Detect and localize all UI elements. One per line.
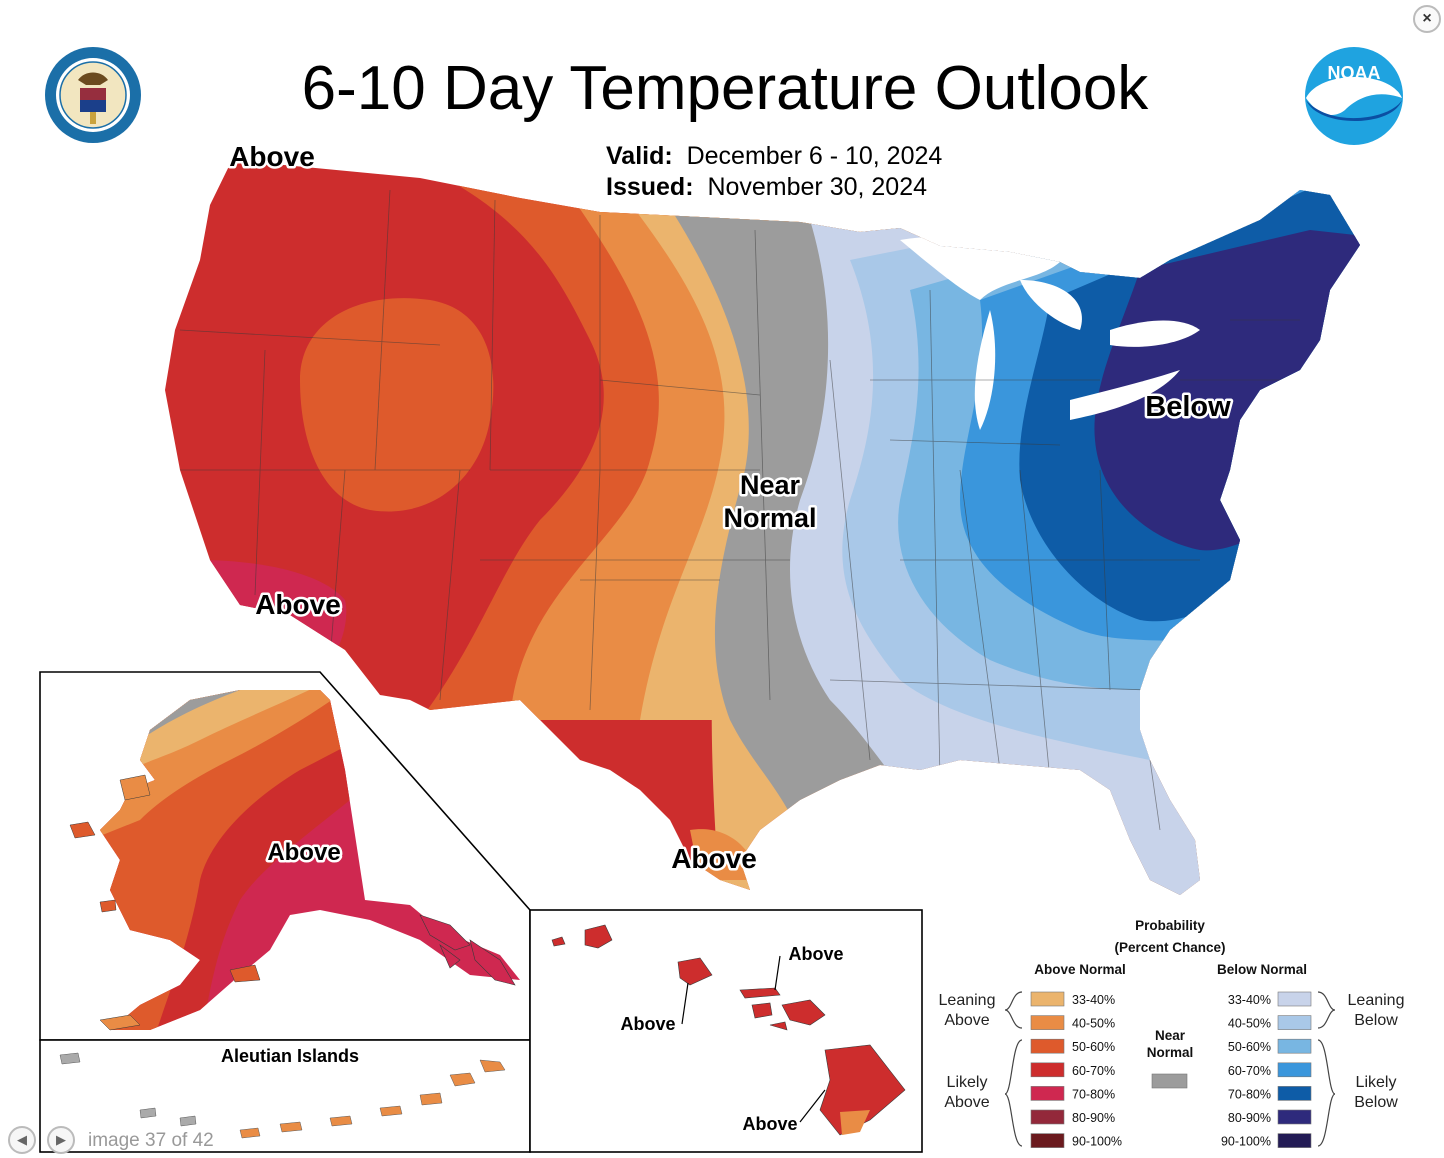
page-title: 6-10 Day Temperature Outlook — [301, 54, 1149, 123]
label-above-southwest: Above — [255, 589, 341, 620]
valid-row: Valid: December 6 - 10, 2024 — [606, 142, 942, 171]
legend-below-header: Below Normal — [1217, 962, 1307, 977]
label-above-hawaii-2: Above — [620, 1014, 675, 1034]
below-bin-label-1: 40-50% — [1228, 1017, 1271, 1031]
hawaii-inset — [529, 909, 923, 1153]
label-above-hawaii-1: Above — [788, 944, 843, 964]
below-swatch-5 — [1277, 1109, 1312, 1125]
next-image-button[interactable]: ▶ — [47, 1126, 75, 1154]
legend-near-normal-1: Near — [1155, 1028, 1186, 1043]
below-bin-label-6: 90-100% — [1221, 1135, 1271, 1149]
above-bin-label-3: 60-70% — [1072, 1064, 1115, 1078]
label-near-normal-line1: Near — [740, 470, 801, 500]
brace-leaning-below — [1317, 991, 1336, 1029]
above-bin-label-2: 50-60% — [1072, 1040, 1115, 1054]
below-bin-label-5: 80-90% — [1228, 1111, 1271, 1125]
below-swatch-2 — [1277, 1038, 1312, 1054]
legend-above-header: Above Normal — [1034, 962, 1126, 977]
brace-leaning-above — [1004, 991, 1023, 1029]
label-below-northeast: Below — [1145, 391, 1231, 423]
above-swatch-5 — [1030, 1109, 1065, 1125]
legend-likely-below-2: Below — [1354, 1094, 1398, 1111]
above-bin-label-6: 90-100% — [1072, 1135, 1122, 1149]
valid-label: Valid: — [606, 142, 673, 170]
label-above-alaska: Above — [267, 839, 340, 866]
above-swatches: 33-40% 40-50% 50-60% 60-70% 70-80% 80-90% 90-1… — [1030, 991, 1122, 1149]
legend-leaning-below-2: Below — [1354, 1012, 1398, 1029]
commerce-seal-icon — [45, 47, 141, 143]
legend: Probability (Percent Chance) Above Norma… — [939, 918, 1405, 1149]
legend-likely-below-1: Likely — [1356, 1074, 1397, 1091]
legend-leaning-below-1: Leaning — [1348, 992, 1405, 1009]
aleutian-inset — [39, 1039, 531, 1153]
above-swatch-2 — [1030, 1038, 1065, 1054]
issued-row: Issued: November 30, 2024 — [606, 173, 927, 202]
legend-near-normal-2: Normal — [1147, 1045, 1194, 1060]
above-bin-label-1: 40-50% — [1072, 1017, 1115, 1031]
above-bin-label-0: 33-40% — [1072, 993, 1115, 1007]
below-bin-label-3: 60-70% — [1228, 1064, 1271, 1078]
aleutian-title: Aleutian Islands — [221, 1046, 359, 1066]
label-above-northwest: Above — [229, 141, 315, 172]
arrow-right-icon: ▶ — [56, 1132, 66, 1147]
above-bin-label-4: 70-80% — [1072, 1087, 1115, 1101]
brace-likely-above — [1004, 1039, 1023, 1147]
brace-likely-below — [1317, 1039, 1336, 1147]
below-swatch-6 — [1277, 1133, 1312, 1148]
noaa-logo-icon: NOAA — [1305, 47, 1403, 145]
alaska-inset — [39, 671, 531, 1041]
issued-value: November 30, 2024 — [707, 173, 928, 201]
legend-leaning-above-1: Leaning — [939, 992, 996, 1009]
legend-near-normal-swatch — [1151, 1073, 1188, 1089]
below-swatch-3 — [1277, 1062, 1312, 1078]
below-swatches: 33-40% 40-50% 50-60% 60-70% 70-80% 80-90% 90-1… — [1221, 991, 1312, 1149]
below-swatch-1 — [1277, 1015, 1312, 1030]
close-icon: × — [1422, 10, 1432, 27]
label-near-normal-line2: Normal — [723, 503, 816, 533]
below-swatch-0 — [1277, 991, 1312, 1007]
above-swatch-4 — [1030, 1086, 1065, 1101]
above-swatch-3 — [1030, 1062, 1065, 1078]
below-bin-label-4: 70-80% — [1228, 1087, 1271, 1101]
legend-likely-above-2: Above — [944, 1094, 989, 1111]
legend-title-line1: Probability — [1135, 918, 1205, 933]
above-swatch-6 — [1030, 1133, 1065, 1148]
above-swatch-1 — [1030, 1015, 1065, 1030]
image-counter: image 37 of 42 — [88, 1130, 214, 1151]
arrow-left-icon: ◀ — [17, 1132, 27, 1147]
below-bin-label-0: 33-40% — [1228, 993, 1271, 1007]
label-above-texas: Above — [671, 843, 757, 874]
legend-title-line2: (Percent Chance) — [1114, 940, 1225, 955]
close-button[interactable]: × — [1413, 5, 1441, 33]
valid-value: December 6 - 10, 2024 — [686, 142, 943, 170]
legend-likely-above-1: Likely — [947, 1074, 988, 1091]
legend-leaning-above-2: Above — [944, 1012, 989, 1029]
below-bin-label-2: 50-60% — [1228, 1040, 1271, 1054]
svg-text:NOAA: NOAA — [1328, 63, 1381, 83]
above-swatch-0 — [1030, 991, 1065, 1007]
previous-image-button[interactable]: ◀ — [8, 1126, 36, 1154]
label-above-hawaii-3: Above — [742, 1114, 797, 1134]
above-bin-label-5: 80-90% — [1072, 1111, 1115, 1125]
below-swatch-4 — [1277, 1086, 1312, 1101]
issued-label: Issued: — [606, 173, 694, 201]
